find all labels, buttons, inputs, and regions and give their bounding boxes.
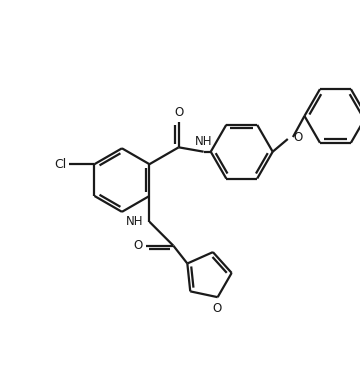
Text: O: O [134,239,143,252]
Text: NH: NH [126,215,143,228]
Text: O: O [174,106,183,119]
Text: Cl: Cl [54,158,67,171]
Text: NH: NH [195,135,212,148]
Text: O: O [212,302,221,315]
Text: O: O [293,130,302,144]
